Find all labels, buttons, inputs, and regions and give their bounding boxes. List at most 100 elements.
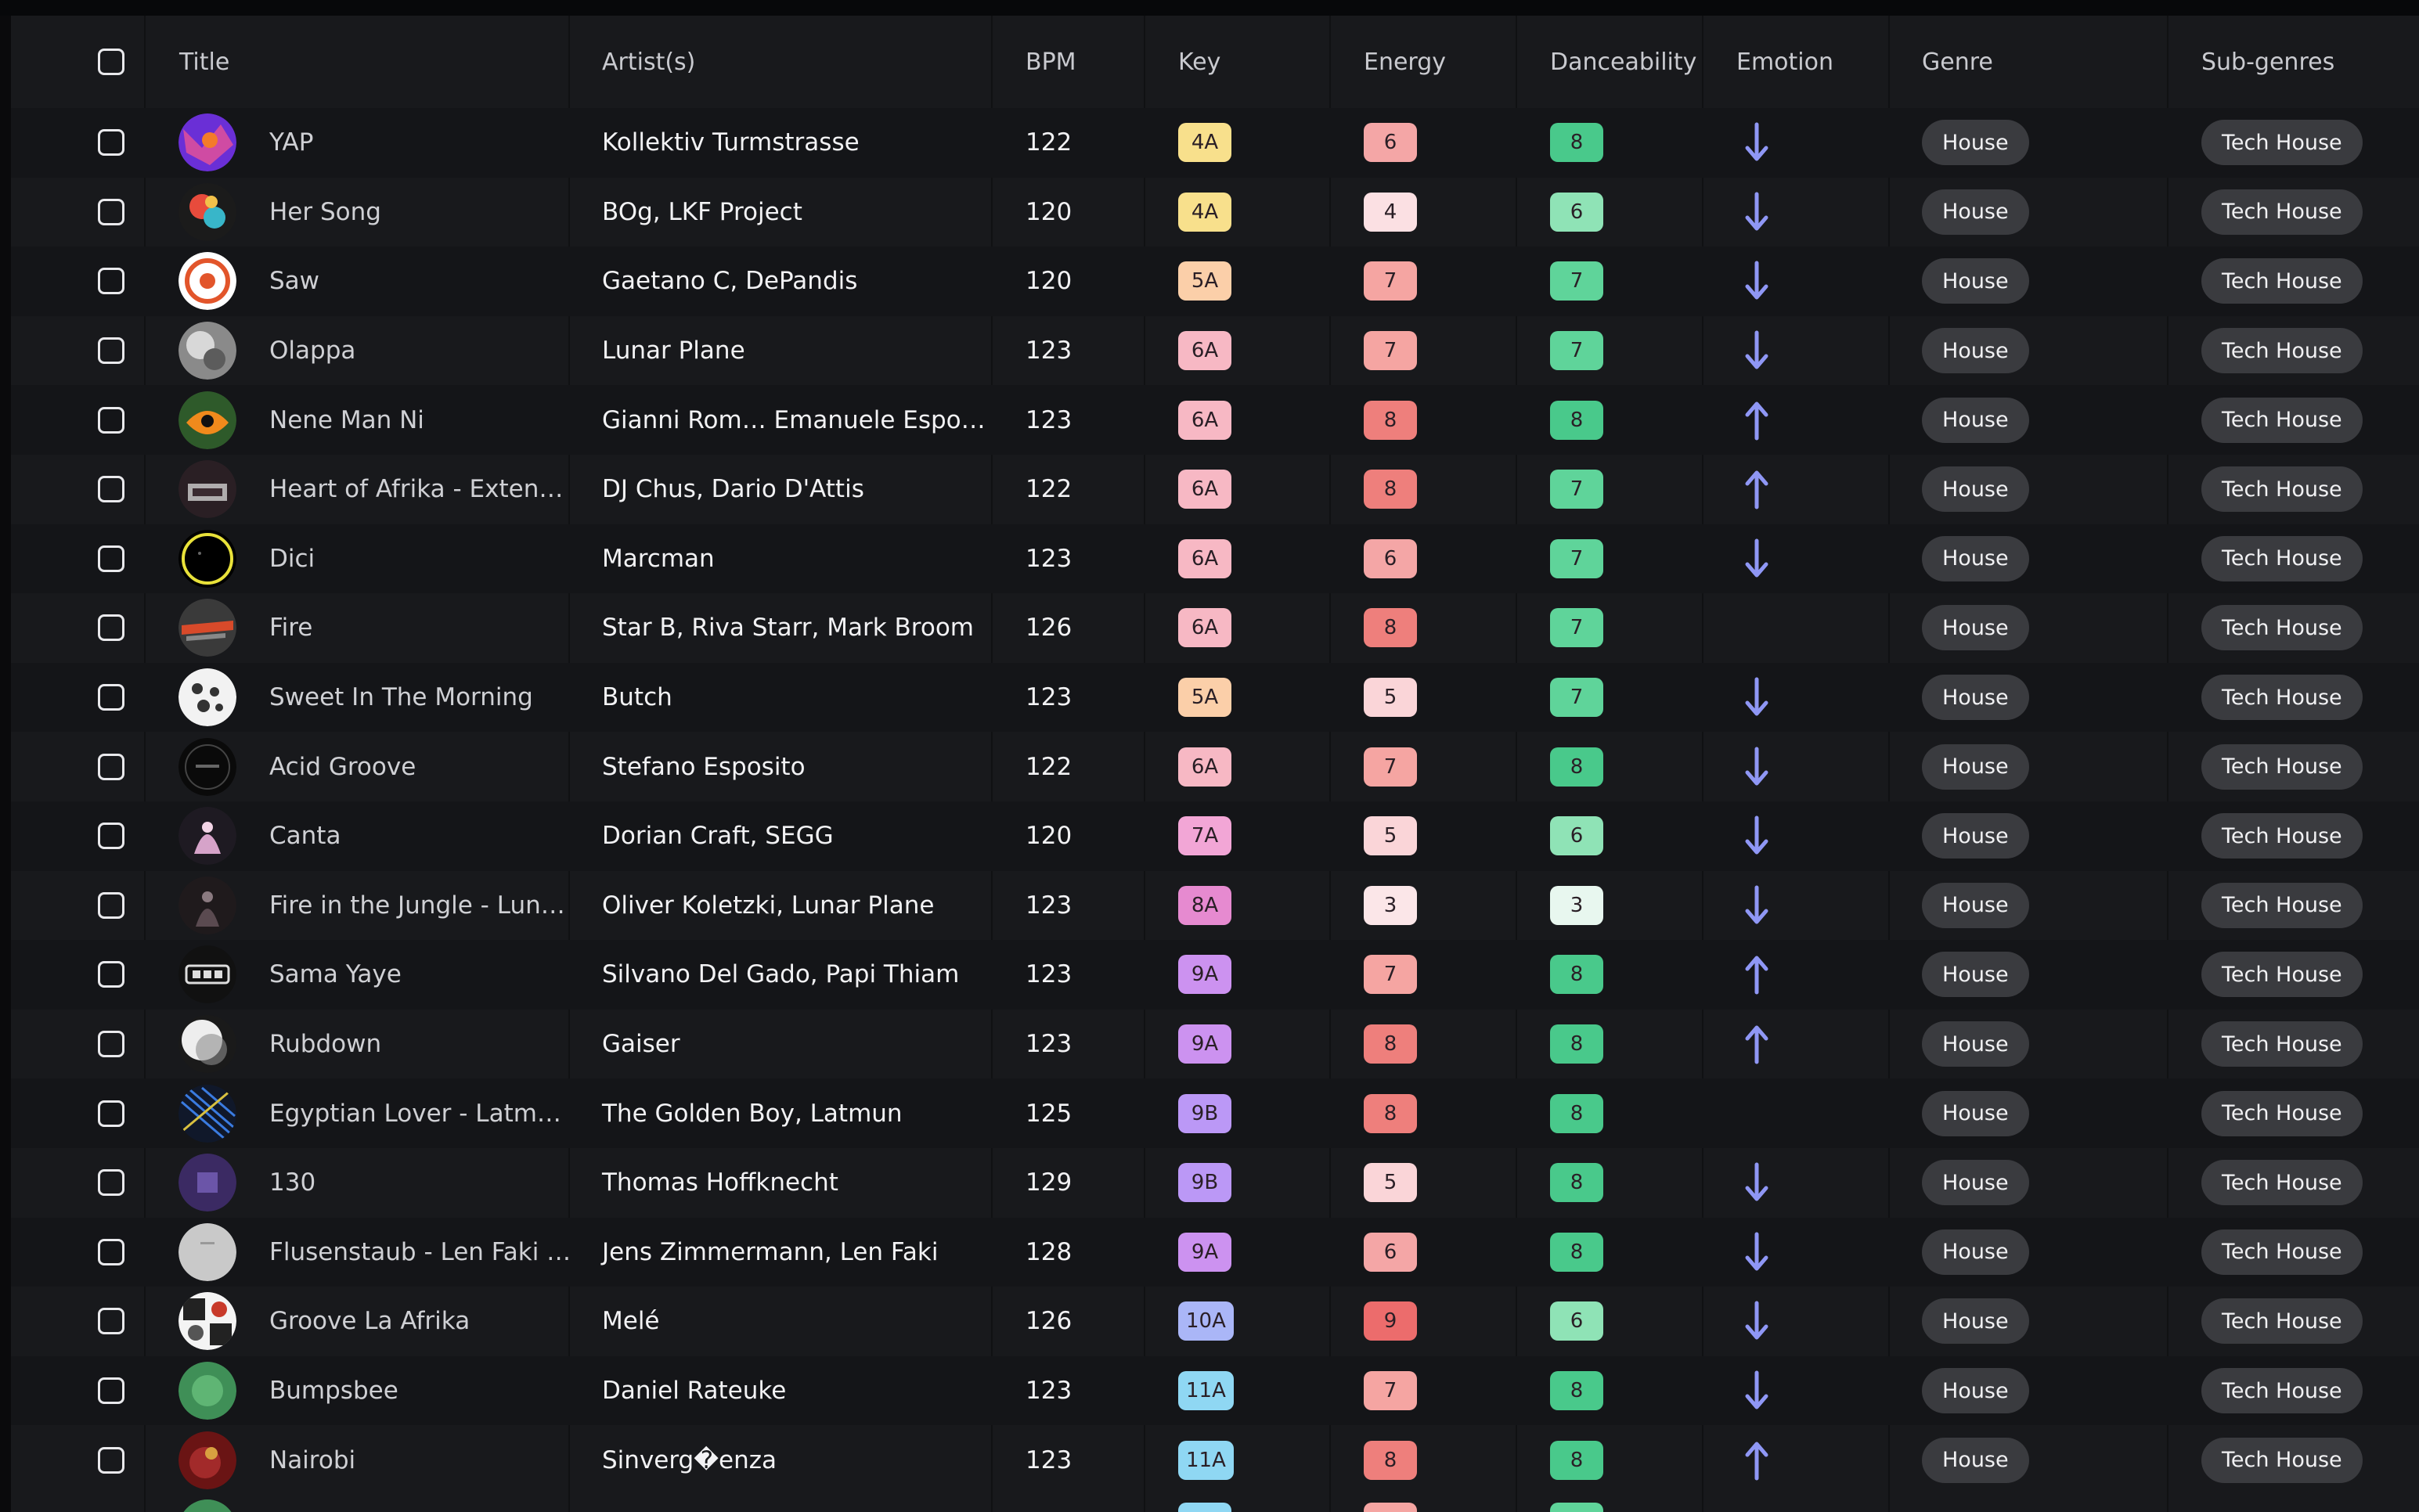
track-title[interactable]: Sama Yaye [269, 960, 402, 989]
track-title[interactable]: Fire in the Jungle - Lun… [269, 891, 565, 920]
table-row[interactable]: 130 Thomas Hoffknecht 129 9B 5 8 House Tech Hou… [11, 1148, 2419, 1218]
genre-tag[interactable]: House [1922, 466, 2029, 513]
genre-tag[interactable]: House [1922, 605, 2029, 651]
column-header-bpm[interactable]: BPM [1026, 16, 1076, 108]
track-title[interactable]: YAP [269, 128, 314, 157]
genre-tag[interactable]: House [1922, 535, 2029, 581]
table-row[interactable]: Olappa Lunar Plane 123 6A 7 7 House Tech House [11, 316, 2419, 386]
table-row[interactable]: Acid Groove Stefano Esposito 122 6A 7 8 House T… [11, 732, 2419, 801]
track-artists[interactable]: Gaiser [602, 1030, 680, 1059]
subgenre-tag[interactable]: Tech House [2201, 882, 2363, 928]
track-artists[interactable]: Lunar Plane [602, 337, 745, 365]
row-checkbox[interactable] [98, 476, 124, 503]
row-checkbox[interactable] [98, 129, 124, 157]
table-row[interactable]: Sama Yaye Silvano Del Gado, Papi Thiam 123… [11, 940, 2419, 1010]
genre-tag[interactable]: House [1922, 397, 2029, 443]
track-artists[interactable]: The Golden Boy, Latmun [602, 1099, 903, 1128]
table-row[interactable]: Her Song BOg, LKF Project 120 4A 4 6 House Tech… [11, 178, 2419, 247]
table-row[interactable]: Bumpsbee Daniel Rateuke 123 11A 7 8 House Tech … [11, 1355, 2419, 1426]
track-title[interactable]: Fire [269, 614, 313, 643]
track-artists[interactable]: Marcman [602, 544, 715, 573]
track-title[interactable]: Olappa [269, 337, 356, 365]
column-header-emotion[interactable]: Emotion [1736, 16, 1833, 108]
column-header-genre[interactable]: Genre [1922, 16, 1993, 108]
row-checkbox[interactable] [98, 823, 124, 850]
row-checkbox[interactable] [98, 1446, 124, 1474]
track-title[interactable]: Saw [269, 267, 320, 296]
track-title[interactable]: Flusenstaub - Len Faki … [269, 1237, 571, 1266]
table-row[interactable]: Egyptian Lover - Latm… The Golden Boy, La… [11, 1078, 2419, 1148]
subgenre-tag[interactable]: Tech House [2201, 952, 2363, 998]
genre-tag[interactable]: House [1922, 675, 2029, 721]
track-title[interactable]: Heart of Afrika - Exten… [269, 475, 564, 504]
subgenre-tag[interactable]: Tech House [2201, 1160, 2363, 1206]
table-row[interactable]: Groove La Afrika Melé 126 10A 9 6 House Tech Ho… [11, 1287, 2419, 1356]
subgenre-tag[interactable]: Tech House [2201, 466, 2363, 513]
genre-tag[interactable]: House [1922, 328, 2029, 374]
subgenre-tag[interactable]: Tech House [2201, 258, 2363, 304]
column-header-title[interactable]: Title [179, 16, 229, 108]
track-artists[interactable]: BOg, LKF Project [602, 197, 802, 226]
table-row[interactable]: Rubdown Gaiser 123 9A 8 8 House Tech House [11, 1010, 2419, 1079]
table-row[interactable]: Nairobi Sinverg�enza 123 11A 8 8 House Tech Hou… [11, 1425, 2419, 1495]
track-title[interactable]: 130 [269, 1168, 316, 1197]
table-row[interactable]: Flusenstaub - Len Faki … Jens Zimmermann,… [11, 1217, 2419, 1287]
track-artists[interactable]: Stefano Esposito [602, 752, 806, 781]
subgenre-tag[interactable]: Tech House [2201, 535, 2363, 581]
genre-tag[interactable]: House [1922, 1229, 2029, 1275]
track-artists[interactable]: Sinverg�enza [602, 1445, 777, 1474]
subgenre-tag[interactable]: Tech House [2201, 120, 2363, 166]
track-artists[interactable]: Thomas Hoffknecht [602, 1168, 838, 1197]
genre-tag[interactable]: House [1922, 1021, 2029, 1067]
row-checkbox[interactable] [98, 1238, 124, 1265]
row-checkbox[interactable] [98, 753, 124, 780]
track-artists[interactable]: Melé [602, 1307, 660, 1336]
row-checkbox[interactable] [98, 961, 124, 988]
subgenre-tag[interactable]: Tech House [2201, 813, 2363, 859]
subgenre-tag[interactable]: Tech House [2201, 605, 2363, 651]
track-title[interactable]: Sweet In The Morning [269, 683, 533, 712]
subgenre-tag[interactable]: Tech House [2201, 1437, 2363, 1483]
subgenre-tag[interactable]: Tech House [2201, 1229, 2363, 1275]
table-row[interactable]: Sweet In The Morning Butch 123 5A 5 7 House Tec… [11, 662, 2419, 733]
genre-tag[interactable]: House [1922, 258, 2029, 304]
column-header-subgenres[interactable]: Sub-genres [2201, 16, 2334, 108]
track-title[interactable]: Dici [269, 544, 315, 573]
row-checkbox[interactable] [98, 1031, 124, 1058]
row-checkbox[interactable] [98, 1377, 124, 1405]
subgenre-tag[interactable]: Tech House [2201, 1090, 2363, 1136]
track-artists[interactable]: Silvano Del Gado, Papi Thiam [602, 960, 960, 989]
genre-tag[interactable]: House [1922, 1437, 2029, 1483]
track-title[interactable]: Acid Groove [269, 752, 416, 781]
genre-tag[interactable]: House [1922, 120, 2029, 166]
subgenre-tag[interactable]: Tech House [2201, 1021, 2363, 1067]
track-title[interactable]: Canta [269, 822, 341, 851]
row-checkbox[interactable] [98, 1308, 124, 1335]
track-artists[interactable]: Daniel Rateuke [602, 1377, 787, 1406]
row-checkbox[interactable] [98, 891, 124, 919]
track-artists[interactable]: Gianni Rom… Emanuele Espo… [602, 405, 986, 434]
track-artists[interactable]: Jens Zimmermann, Len Faki [602, 1237, 939, 1266]
select-all-checkbox[interactable] [98, 49, 124, 75]
row-checkbox[interactable] [98, 198, 124, 225]
track-title[interactable]: Her Song [269, 197, 381, 226]
table-row[interactable]: Heart of Afrika - Exten… DJ Chus, Dario D… [11, 455, 2419, 524]
subgenre-tag[interactable]: Tech House [2201, 397, 2363, 443]
genre-tag[interactable]: House [1922, 1368, 2029, 1414]
subgenre-tag[interactable]: Tech House [2201, 675, 2363, 721]
track-title[interactable]: Nairobi [269, 1445, 356, 1474]
genre-tag[interactable]: House [1922, 1090, 2029, 1136]
track-artists[interactable]: Kollektiv Turmstrasse [602, 128, 860, 157]
subgenre-tag[interactable]: Tech House [2201, 743, 2363, 790]
track-artists[interactable]: Butch [602, 683, 672, 712]
column-header-artists[interactable]: Artist(s) [602, 16, 695, 108]
track-artists[interactable]: Star B, Riva Starr, Mark Broom [602, 614, 974, 643]
table-row[interactable]: Canta Dorian Craft, SEGG 120 7A 5 6 House Tech … [11, 801, 2419, 871]
row-checkbox[interactable] [98, 268, 124, 295]
genre-tag[interactable]: House [1922, 1160, 2029, 1206]
table-row[interactable]: Fire Star B, Riva Starr, Mark Broom 126 6A 8… [11, 593, 2419, 663]
table-row[interactable]: Saw Gaetano C, DePandis 120 5A 7 7 House Tech H… [11, 247, 2419, 316]
table-row[interactable]: Nene Man Ni Gianni Rom… Emanuele Espo… 123… [11, 385, 2419, 455]
row-checkbox[interactable] [98, 614, 124, 642]
row-checkbox[interactable] [98, 337, 124, 365]
